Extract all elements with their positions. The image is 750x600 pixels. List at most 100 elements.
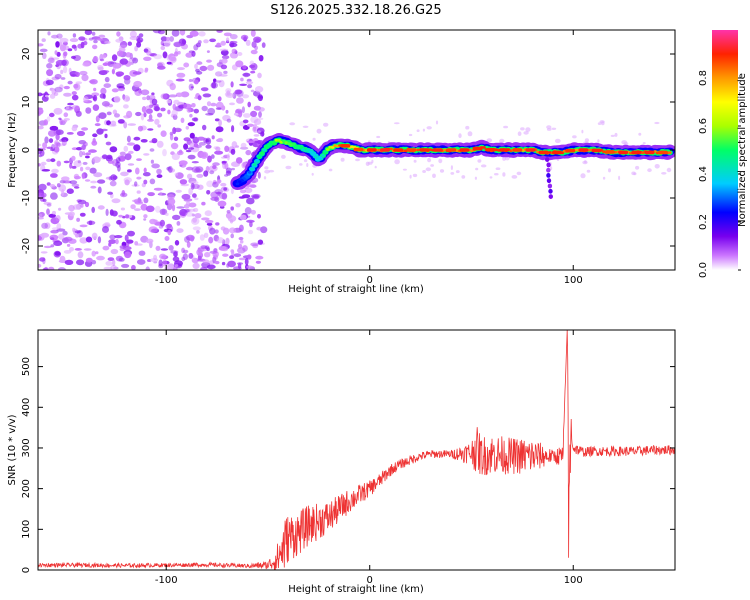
noise-blob (238, 257, 246, 261)
noise-blob (53, 146, 60, 153)
noise-blob (97, 66, 104, 71)
noise-blob (209, 38, 217, 43)
noise-blob (111, 198, 121, 204)
noise-blob (115, 255, 123, 262)
noise-blob (206, 222, 213, 226)
noise-blob (198, 31, 206, 37)
track-peak (340, 144, 351, 148)
noise-blob (46, 158, 52, 162)
noise-blob (242, 119, 249, 124)
noise-blob (147, 128, 154, 131)
noise-blob (222, 253, 229, 257)
noise-blob (41, 192, 47, 198)
noise-blob (135, 111, 142, 117)
noise-blob (204, 252, 211, 258)
noise-blob (106, 111, 112, 116)
noise-blob (146, 95, 151, 101)
noise-blob (174, 172, 179, 176)
noise-blob (196, 173, 204, 178)
noise-blob (77, 199, 87, 205)
noise-blob (226, 118, 232, 123)
noise-speck (554, 138, 561, 144)
noise-blob (180, 91, 190, 98)
noise-blob (186, 234, 195, 241)
noise-blob (84, 30, 93, 36)
noise-blob (115, 71, 125, 77)
noise-blob (41, 38, 46, 42)
noise-blob (221, 261, 226, 266)
noise-blob (112, 259, 116, 267)
noise-blob (175, 92, 183, 98)
x-tick-label: 0 (367, 275, 373, 286)
noise-blob (63, 66, 68, 74)
noise-blob (238, 196, 246, 199)
noise-blob (233, 253, 242, 258)
noise-blob (56, 160, 62, 167)
noise-blob (92, 44, 98, 50)
noise-blob (160, 248, 169, 251)
noise-blob (239, 189, 247, 194)
noise-blob (38, 107, 44, 115)
noise-blob (158, 259, 163, 267)
noise-blob (48, 266, 55, 270)
noise-blob (114, 235, 123, 239)
noise-blob (167, 197, 176, 206)
noise-blob (40, 251, 48, 254)
noise-speck (422, 170, 426, 173)
noise-blob (105, 141, 112, 146)
noise-blob (54, 251, 61, 256)
noise-blob (153, 254, 158, 261)
noise-blob (189, 113, 193, 118)
track-peak (419, 148, 430, 152)
noise-speck (477, 159, 482, 163)
noise-blob (173, 41, 183, 47)
noise-blob (212, 165, 217, 170)
noise-blob (56, 183, 61, 188)
noise-blob (245, 149, 252, 156)
noise-blob (119, 40, 128, 49)
noise-blob (235, 157, 243, 164)
track-cell (311, 152, 316, 156)
noise-blob (153, 54, 162, 60)
noise-blob (82, 62, 91, 67)
noise-speck (461, 175, 466, 179)
noise-speck (580, 173, 586, 179)
noise-blob (71, 91, 77, 96)
noise-blob (136, 259, 146, 265)
noise-speck (306, 163, 309, 167)
noise-speck (633, 172, 637, 176)
noise-blob (140, 139, 148, 143)
noise-blob (164, 236, 170, 241)
noise-blob (176, 221, 181, 226)
track-disturbance (546, 167, 551, 173)
noise-speck (303, 159, 308, 163)
noise-blob (62, 180, 72, 184)
noise-blob (145, 108, 153, 114)
noise-blob (189, 180, 199, 185)
noise-blob (126, 239, 134, 244)
track-disturbance (548, 188, 553, 194)
noise-blob (223, 70, 228, 74)
noise-blob (214, 118, 220, 122)
noise-blob (136, 41, 142, 48)
noise-blob (221, 192, 228, 200)
figure-title: S126.2025.332.18.26.G25 (270, 3, 441, 18)
noise-blob (99, 93, 106, 99)
noise-blob (106, 120, 111, 126)
noise-blob (81, 144, 87, 151)
noise-blob (221, 58, 228, 64)
noise-blob (151, 163, 160, 169)
noise-blob (46, 69, 54, 77)
noise-speck (486, 138, 493, 143)
noise-blob (88, 220, 93, 226)
noise-blob (77, 251, 84, 259)
noise-blob (206, 180, 214, 188)
track-cell (326, 148, 330, 151)
noise-speck (432, 173, 436, 178)
y-tick-label: 20 (21, 48, 32, 61)
noise-blob (126, 142, 136, 146)
noise-blob (112, 63, 117, 71)
noise-blob (102, 226, 109, 233)
track-peak (565, 148, 576, 153)
noise-blob (143, 167, 147, 173)
